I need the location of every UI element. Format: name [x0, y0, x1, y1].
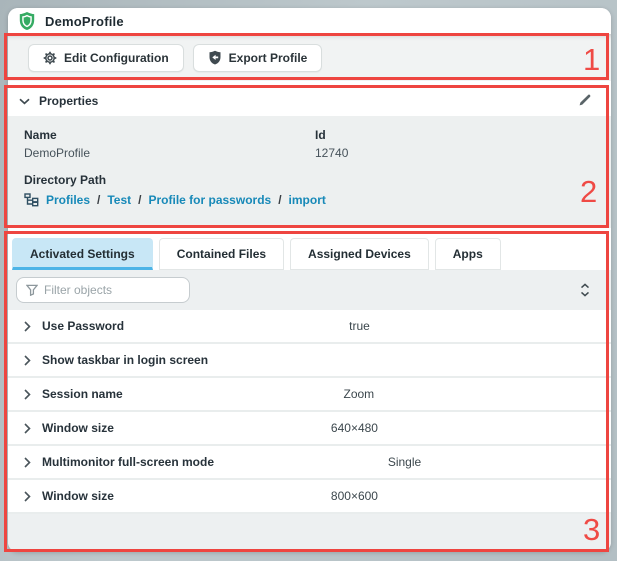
tab-apps[interactable]: Apps — [434, 238, 501, 270]
properties-grid: Name Id DemoProfile 12740 — [24, 128, 595, 160]
funnel-icon — [25, 284, 39, 297]
breadcrumb-separator: / — [97, 193, 101, 207]
tab-bar: Activated Settings Contained Files Assig… — [8, 238, 611, 270]
chevron-right-icon — [24, 354, 31, 366]
page-title: DemoProfile — [45, 13, 124, 29]
setting-label: Window size — [42, 489, 114, 503]
directory-path-label: Directory Path — [24, 173, 107, 187]
export-profile-label: Export Profile — [228, 50, 308, 65]
tab-activated-settings[interactable]: Activated Settings — [12, 238, 153, 270]
chevron-right-icon — [24, 490, 31, 502]
setting-label: Window size — [42, 421, 114, 435]
setting-row-use-password[interactable]: Use Password true — [8, 310, 611, 344]
breadcrumb-link-profiles[interactable]: Profiles — [46, 193, 91, 207]
id-field-label: Id — [315, 128, 326, 142]
name-field-value: DemoProfile — [24, 146, 91, 160]
setting-value: 800×600 — [330, 489, 378, 503]
setting-value: Single — [387, 455, 422, 469]
breadcrumb: Profiles / Test / Profile for passwords … — [24, 193, 595, 207]
properties-header[interactable]: Properties — [8, 86, 611, 116]
filter-row — [8, 270, 611, 310]
setting-value: 640×480 — [330, 421, 378, 435]
toolbar: Edit Configuration Export Profile — [8, 34, 611, 81]
properties-body: Name Id DemoProfile 12740 Directory Path… — [8, 116, 611, 228]
tab-assigned-devices[interactable]: Assigned Devices — [290, 238, 429, 270]
breadcrumb-link-test[interactable]: Test — [107, 193, 132, 207]
chevron-right-icon — [24, 456, 31, 468]
filter-input[interactable] — [44, 283, 180, 297]
setting-row-session-name[interactable]: Session name Zoom — [8, 378, 611, 412]
setting-label: Session name — [42, 387, 123, 401]
setting-label: Show taskbar in login screen — [42, 353, 209, 367]
breadcrumb-link-import[interactable]: import — [288, 193, 326, 207]
setting-row-window-size-1[interactable]: Window size 640×480 — [8, 412, 611, 446]
chevron-up-down-icon[interactable] — [580, 283, 590, 297]
properties-title: Properties — [39, 94, 99, 108]
setting-value: true — [349, 319, 370, 333]
breadcrumb-link-profile-for-passwords[interactable]: Profile for passwords — [148, 193, 272, 207]
setting-label: Multimonitor full-screen mode — [42, 455, 215, 469]
setting-row-window-size-2[interactable]: Window size 800×600 — [8, 480, 611, 514]
app-header: DemoProfile — [8, 8, 611, 34]
chevron-right-icon — [24, 388, 31, 400]
breadcrumb-separator: / — [138, 193, 142, 207]
chevron-down-icon[interactable] — [19, 98, 30, 105]
edit-properties-button[interactable] — [570, 91, 600, 112]
chevron-right-icon — [24, 422, 31, 434]
setting-row-show-taskbar[interactable]: Show taskbar in login screen — [8, 344, 611, 378]
pencil-icon — [578, 94, 592, 110]
setting-value: Zoom — [343, 387, 375, 401]
profile-card: DemoProfile E — [8, 8, 611, 552]
profile-shield-icon — [18, 11, 36, 31]
edit-configuration-button[interactable]: Edit Configuration — [28, 43, 184, 72]
setting-label: Use Password — [42, 319, 125, 333]
edit-configuration-label: Edit Configuration — [64, 50, 169, 65]
shield-export-icon — [208, 50, 222, 65]
sitemap-icon — [24, 193, 39, 207]
chevron-right-icon — [24, 320, 31, 332]
breadcrumb-separator: / — [278, 193, 282, 207]
name-field-label: Name — [24, 128, 57, 142]
tab-contained-files[interactable]: Contained Files — [158, 238, 285, 270]
list-footer — [8, 514, 611, 552]
id-field-value: 12740 — [315, 146, 349, 160]
export-profile-button[interactable]: Export Profile — [192, 43, 323, 72]
gear-icon — [43, 51, 57, 65]
setting-row-multimonitor-mode[interactable]: Multimonitor full-screen mode Single — [8, 446, 611, 480]
settings-list: Use Password true Show taskbar in login … — [8, 310, 611, 514]
filter-input-container[interactable] — [16, 277, 190, 303]
